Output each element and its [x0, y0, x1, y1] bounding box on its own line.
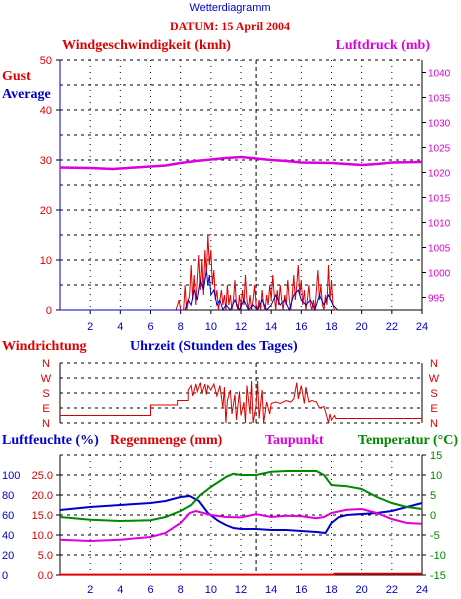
- series-direction: [60, 380, 422, 424]
- x-tick-label: 14: [265, 584, 277, 596]
- direction-tick-right: S: [430, 388, 437, 400]
- x-tick-label: 6: [147, 584, 153, 596]
- x-tick-label: 16: [295, 321, 307, 333]
- series-taupunkt: [59, 507, 423, 543]
- pressure-tick-label: 995: [428, 294, 445, 305]
- direction-tick-left: N: [42, 418, 50, 430]
- humidity-tick-label: 20: [2, 550, 14, 562]
- x-tick-label: 2: [87, 321, 93, 333]
- x-tick-label: 16: [295, 584, 307, 596]
- humidity-tick-label: 0: [2, 570, 8, 582]
- rain-tick-label: 5.0: [38, 550, 53, 562]
- temp-tick-label: 15: [430, 450, 442, 462]
- x-tick-label: 18: [325, 321, 337, 333]
- wind-y-tick-label: 20: [40, 205, 52, 217]
- x-axis-label: Uhrzeit (Stunden des Tages): [130, 339, 298, 354]
- pressure-tick-label: 1000: [428, 269, 451, 280]
- x-tick-label: 12: [235, 584, 247, 596]
- rain-tick-label: 10.0: [32, 530, 53, 542]
- rain-tick-label: 25.0: [32, 470, 53, 482]
- pressure-tick-label: 1040: [428, 69, 451, 80]
- x-tick-label: 6: [147, 321, 153, 333]
- humidity-tick-label: 60: [2, 510, 14, 522]
- x-tick-label: 12: [235, 321, 247, 333]
- x-tick-label: 22: [386, 321, 398, 333]
- wind-y-tick-label: 30: [40, 155, 52, 167]
- direction-tick-right: N: [430, 358, 438, 370]
- pressure-tick-label: 1010: [428, 219, 451, 230]
- series-luftfeuchte: [59, 494, 423, 535]
- direction-tick-left: W: [41, 373, 52, 385]
- direction-tick-left: S: [42, 388, 49, 400]
- series-gust: [60, 234, 338, 311]
- pressure-tick-label: 1020: [428, 169, 451, 180]
- temp-tick-label: 10: [430, 470, 442, 482]
- pressure-tick-label: 1030: [428, 119, 451, 130]
- x-tick-label: 2: [87, 584, 93, 596]
- direction-title: Windrichtung: [2, 339, 87, 354]
- series-regenmenge: [60, 572, 422, 576]
- diagram-title: Wetterdiagramm: [189, 2, 270, 14]
- x-tick-label: 24: [416, 584, 428, 596]
- rain-tick-label: 0.0: [38, 570, 53, 582]
- humidity-tick-label: 40: [2, 530, 14, 542]
- pressure-tick-label: 1005: [428, 244, 451, 255]
- dewpoint-title: Taupunkt: [265, 433, 324, 448]
- x-tick-label: 20: [356, 584, 368, 596]
- series-temperatur: [59, 470, 423, 523]
- x-tick-label: 20: [356, 321, 368, 333]
- x-tick-label: 14: [265, 321, 277, 333]
- direction-tick-left: E: [42, 403, 49, 415]
- legend-average: Average: [2, 87, 51, 102]
- temp-tick-label: -15: [430, 570, 446, 582]
- x-tick-label: 10: [205, 584, 217, 596]
- pressure-tick-label: 1035: [428, 94, 451, 105]
- x-tick-label: 18: [325, 584, 337, 596]
- rain-tick-label: 15.0: [32, 510, 53, 522]
- rain-title: Regenmenge (mm): [110, 433, 223, 448]
- rain-tick-label: 20.0: [32, 490, 53, 502]
- wind-y-tick-label: 50: [40, 55, 52, 67]
- temp-tick-label: -10: [430, 550, 446, 562]
- x-tick-label: 22: [386, 584, 398, 596]
- wind-y-tick-label: 10: [40, 255, 52, 267]
- wind-y-tick-label: 0: [46, 305, 52, 317]
- x-tick-label: 8: [178, 321, 184, 333]
- direction-tick-left: N: [42, 358, 50, 370]
- temp-tick-label: 5: [430, 490, 436, 502]
- wind-y-tick-label: 40: [40, 105, 52, 117]
- direction-tick-right: W: [429, 373, 440, 385]
- direction-tick-right: E: [430, 403, 437, 415]
- humidity-title: Luftfeuchte (%): [2, 433, 99, 448]
- legend-gust: Gust: [2, 69, 31, 84]
- pressure-title: Luftdruck (mb): [335, 38, 430, 53]
- series-luftdruck: [59, 155, 423, 171]
- direction-tick-right: N: [430, 418, 438, 430]
- temp-tick-label: -5: [430, 530, 440, 542]
- temperature-title: Temperatur (°C): [358, 433, 458, 448]
- x-tick-label: 4: [117, 584, 123, 596]
- pressure-tick-label: 1015: [428, 194, 451, 205]
- x-tick-label: 8: [178, 584, 184, 596]
- date-line: DATUM: 15 April 2004: [170, 19, 290, 33]
- temp-tick-label: 0: [430, 510, 436, 522]
- humidity-tick-label: 80: [2, 490, 14, 502]
- x-tick-label: 10: [205, 321, 217, 333]
- wind-speed-title: Windgeschwindigkeit (kmh): [62, 38, 231, 53]
- humidity-tick-label: 100: [2, 470, 20, 482]
- series-average: [60, 269, 338, 312]
- pressure-tick-label: 1025: [428, 144, 451, 155]
- x-tick-label: 24: [416, 321, 428, 333]
- x-tick-label: 4: [117, 321, 123, 333]
